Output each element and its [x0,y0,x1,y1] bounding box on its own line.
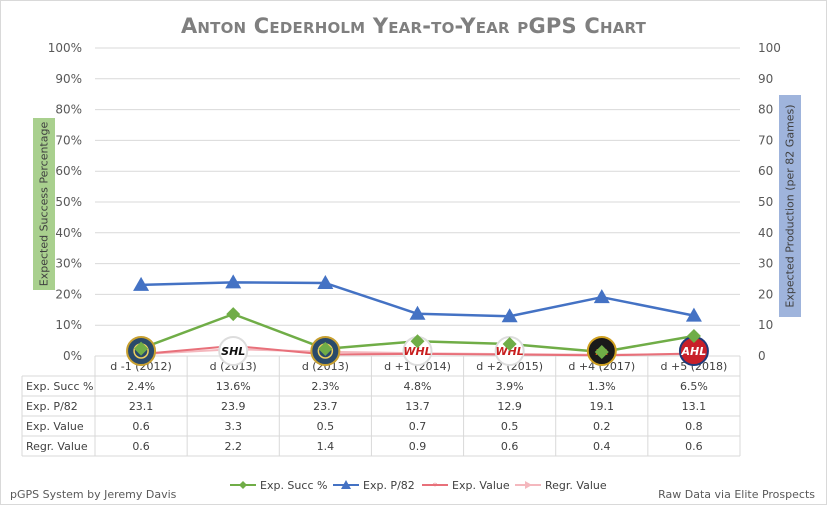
y-right-tick-label: 20 [758,287,773,301]
footer-credit-left: pGPS System by Jeremy Davis [10,488,177,501]
category-label: d +4 (2017) [568,360,635,373]
exp-succ-marker [226,307,241,322]
league-logo-text: WHL [495,345,523,358]
exp-succ-marker [134,341,149,356]
table-cell: 0.4 [593,440,611,453]
y-right-tick-label: 90 [758,72,773,86]
y-right-tick-label: 70 [758,133,773,147]
exp-p82-marker [501,308,518,323]
legend-marker [525,481,532,489]
category-label: d +1 (2014) [384,360,451,373]
y-right-tick-label: 40 [758,226,773,240]
y-right-tick-label: 80 [758,103,773,117]
legend-marker [341,480,351,489]
table-cell: 3.3 [224,420,242,433]
table-cell: 2.2 [224,440,242,453]
y-left-tick-label: 60% [55,164,82,178]
table-cell: 0.9 [409,440,427,453]
table-cell: 0.6 [685,440,703,453]
legend-label: Exp. Succ % [260,479,327,492]
table-cell: 12.9 [497,400,522,413]
y-left-tick-label: 50% [55,195,82,209]
table-row-label: Exp. Succ % [26,380,93,393]
y-right-axis-label: Expected Production (per 82 Games) [783,104,797,308]
chart-title: Anton Cederholm Year-to-Year pGPS Chart [180,14,647,38]
y-right-tick-label: 10 [758,318,773,332]
y-left-tick-label: 40% [55,226,82,240]
legend-label: Exp. P/82 [363,479,415,492]
legend-marker [239,481,247,489]
table-row-label: Regr. Value [26,440,88,453]
y-left-tick-label: 80% [55,103,82,117]
y-left-tick-label: 20% [55,287,82,301]
table-cell: 0.8 [685,420,703,433]
y-right-tick-label: 60 [758,164,773,178]
table-row-label: Exp. P/82 [26,400,78,413]
exp-p82-marker [317,275,334,290]
table-cell: 23.9 [221,400,246,413]
y-left-tick-label: 90% [55,72,82,86]
table-cell: 19.1 [590,400,615,413]
table-cell: 0.7 [409,420,427,433]
table-cell: 13.6% [216,380,251,393]
table-cell: 23.7 [313,400,338,413]
y-left-tick-label: 30% [55,257,82,271]
y-left-tick-label: 70% [55,133,82,147]
y-right-tick-label: 30 [758,257,773,271]
table-cell: 2.3% [311,380,339,393]
category-label: d -1 (2012) [110,360,172,373]
category-label: d (2013) [210,360,257,373]
table-cell: 0.6 [132,420,150,433]
y-right-tick-label: 100 [758,41,781,55]
table-cell: 1.3% [588,380,616,393]
y-left-tick-label: 100% [48,41,82,55]
table-cell: 13.7 [405,400,430,413]
exp-succ-marker [410,334,425,349]
table-cell: 0.6 [501,440,519,453]
league-logo-text: WHL [403,345,431,358]
footer-credit-right: Raw Data via Elite Prospects [658,488,815,501]
y-right-axis-label-box: Expected Production (per 82 Games) [779,95,801,317]
exp-succ-marker [502,336,517,351]
y-left-tick-label: 10% [55,318,82,332]
table-cell: 0.5 [501,420,519,433]
table-cell: 6.5% [680,380,708,393]
exp-succ-marker [686,328,701,343]
exp-p82-marker [133,276,150,291]
exp-p82-marker [685,307,702,322]
league-logo-text: SHL [221,345,245,358]
exp-p82-marker [409,305,426,320]
table-cell: 2.4% [127,380,155,393]
legend-marker: * [433,482,438,492]
category-label: d +2 (2015) [476,360,543,373]
table-row-label: Exp. Value [26,420,84,433]
exp-succ-marker [318,341,333,356]
table-cell: 0.6 [132,440,150,453]
legend-label: Regr. Value [545,479,607,492]
table-cell: 1.4 [317,440,335,453]
category-label: d (2013) [302,360,349,373]
table-cell: 3.9% [496,380,524,393]
y-left-tick-label: 0% [63,349,82,363]
legend-label: Exp. Value [452,479,510,492]
table-cell: 0.2 [593,420,611,433]
league-logo-text: AHL [681,345,707,358]
table-cell: 13.1 [682,400,707,413]
table-cell: 23.1 [129,400,154,413]
exp-p82-marker [593,289,610,304]
exp-succ-marker [594,344,609,359]
table-cell: 0.5 [317,420,335,433]
y-right-tick-label: 50 [758,195,773,209]
category-label: d +5 (2018) [661,360,728,373]
y-right-tick-label: 0 [758,349,766,363]
exp-p82-marker [225,274,242,289]
y-left-axis-label: Expected Success Percentage [37,121,51,287]
y-left-axis-label-box: Expected Success Percentage [33,118,55,290]
table-cell: 4.8% [404,380,432,393]
league-logo-icon [218,336,249,366]
